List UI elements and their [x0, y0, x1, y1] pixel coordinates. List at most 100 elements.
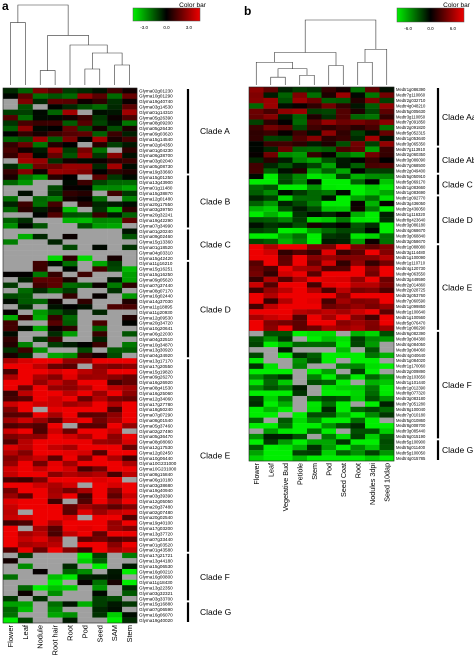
heatmap-cell [321, 189, 337, 196]
heatmap-cell [17, 444, 33, 451]
row-label: Medtr3g086090 [396, 158, 426, 163]
row-label: Glyma08g15840 [139, 472, 173, 477]
dendrogram-branch [274, 52, 337, 66]
heatmap-cell [336, 222, 351, 229]
heatmap-cell [249, 444, 264, 451]
heatmap-cell [379, 455, 395, 462]
heatmap-cell [17, 552, 33, 559]
heatmap-cell [77, 444, 93, 451]
heatmap-cell [278, 374, 293, 380]
row-label: Medtr3g065350 [396, 141, 426, 146]
heatmap-cell [17, 244, 33, 251]
row-label: Glyma20g37480 [139, 504, 173, 509]
heatmap-cell [350, 233, 366, 239]
heatmap-cell [350, 423, 366, 429]
heatmap-cell [292, 189, 308, 196]
heatmap-cell [17, 233, 33, 240]
row-label: Medtr4g120730 [396, 266, 426, 271]
heatmap-cell [107, 585, 123, 591]
heatmap-cell [278, 428, 293, 435]
row-label: Glyma12g34060 [139, 396, 173, 401]
heatmap-cell [122, 163, 138, 170]
heatmap-cell [17, 412, 33, 418]
row-label: Glyma10G231000 [139, 461, 177, 466]
heatmap-cell [307, 341, 322, 348]
colorbar-tick-label: 3.0 [186, 25, 193, 30]
heatmap-cell [3, 142, 19, 148]
heatmap-cell [47, 514, 63, 521]
heatmap-cell [32, 433, 48, 440]
heatmap-cell [122, 304, 138, 310]
heatmap-cell [122, 585, 138, 591]
heatmap-cell [92, 93, 108, 99]
heatmap-cell [32, 558, 48, 564]
heatmap-cell [336, 341, 351, 348]
heatmap-cell [307, 195, 322, 202]
heatmap-cell [122, 212, 138, 218]
heatmap-cell [107, 579, 123, 586]
heatmap-cell [321, 141, 337, 147]
heatmap-cell [62, 439, 78, 445]
heatmap-cell [249, 179, 264, 185]
heatmap-cell [122, 341, 138, 348]
heatmap-cell [379, 320, 395, 326]
row-label: Glyma05g37460 [139, 423, 173, 428]
heatmap-cell [292, 238, 308, 245]
row-label: Glyma15g19820 [139, 369, 173, 374]
heatmap-cell [17, 190, 33, 197]
heatmap-cell [77, 271, 93, 278]
heatmap-cell [17, 152, 33, 159]
heatmap-cell [47, 142, 63, 148]
heatmap-cell [17, 331, 33, 337]
heatmap-cell [17, 88, 33, 94]
row-label: Medtr8g077320 [396, 391, 426, 396]
row-label: Glyma15g16251 [139, 267, 173, 272]
heatmap-cell [321, 385, 337, 391]
heatmap-cell [17, 341, 33, 348]
heatmap-cell [292, 135, 308, 142]
heatmap-cell [263, 179, 279, 185]
heatmap-cell [122, 131, 138, 137]
heatmap-cell [77, 601, 93, 607]
row-label: Medtr5g069170 [396, 179, 426, 184]
row-label: Medtr3g085440 [396, 429, 426, 434]
heatmap-cell [307, 282, 322, 288]
heatmap-cell [92, 158, 108, 164]
heatmap-cell [350, 211, 366, 218]
heatmap-cell [379, 92, 395, 99]
heatmap-cell [122, 255, 138, 262]
heatmap-cell [107, 369, 123, 375]
heatmap-cell [292, 336, 308, 342]
heatmap-cell [379, 439, 395, 445]
heatmap-cell [62, 212, 78, 218]
clade-label: Clade A [200, 126, 230, 136]
row-label: Glyma03g32321 [139, 591, 173, 596]
heatmap-cell [92, 547, 108, 553]
heatmap-cell [77, 233, 93, 240]
row-label: Medtr5g005630 [396, 109, 426, 114]
heatmap-cell [47, 147, 63, 154]
heatmap-cell [47, 320, 63, 326]
row-label: Glyma16g02440 [139, 294, 173, 299]
row-label: Glyma08g07170 [139, 288, 173, 293]
heatmap-cell [365, 152, 380, 158]
heatmap-cell [350, 255, 366, 261]
heatmap-cell [292, 379, 308, 386]
row-label: Medtr3g084060 [396, 347, 426, 352]
heatmap-cell [249, 395, 264, 402]
heatmap-cell [3, 109, 19, 116]
heatmap-cell [122, 98, 138, 105]
heatmap-cell [379, 363, 395, 370]
row-label: Glyma02g01230 [139, 88, 173, 93]
heatmap-cell [62, 450, 78, 456]
heatmap-cell [47, 606, 63, 613]
heatmap-cell [77, 255, 93, 262]
heatmap-cell [122, 552, 138, 559]
row-label: Glyma16g26920 [139, 380, 173, 385]
heatmap-cell [122, 617, 138, 624]
heatmap-cell [62, 136, 78, 143]
heatmap-cell [17, 471, 33, 478]
heatmap-cell [3, 358, 19, 364]
heatmap-cell [77, 325, 93, 332]
heatmap-cell [122, 244, 138, 251]
